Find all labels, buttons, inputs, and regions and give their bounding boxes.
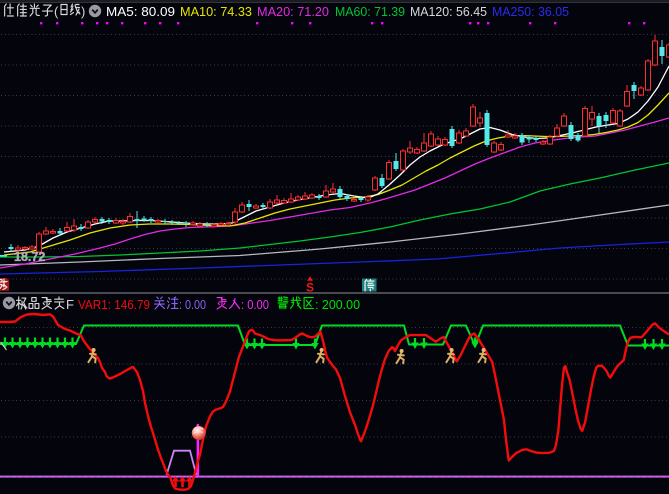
svg-text:): ) xyxy=(81,4,85,19)
svg-text:18.72: 18.72 xyxy=(14,250,45,264)
svg-text:MA10: 74.33: MA10: 74.33 xyxy=(180,4,252,19)
svg-text:: 200.00: : 200.00 xyxy=(315,297,360,312)
svg-text:MA250: 36.05: MA250: 36.05 xyxy=(492,4,569,19)
svg-text:MA120: 56.45: MA120: 56.45 xyxy=(410,4,487,19)
svg-text:VAR1: 146.79: VAR1: 146.79 xyxy=(78,297,150,312)
svg-text:F: F xyxy=(66,297,74,312)
svg-text:MA60: 71.39: MA60: 71.39 xyxy=(335,4,405,19)
svg-text:MA20: 71.20: MA20: 71.20 xyxy=(257,4,329,19)
svg-text:(: ( xyxy=(54,4,59,19)
svg-text:S: S xyxy=(306,281,314,295)
svg-text:: 0.00: : 0.00 xyxy=(241,297,269,312)
svg-text:: 0.00: : 0.00 xyxy=(179,297,206,312)
svg-text:MA5: 80.09: MA5: 80.09 xyxy=(106,4,175,19)
